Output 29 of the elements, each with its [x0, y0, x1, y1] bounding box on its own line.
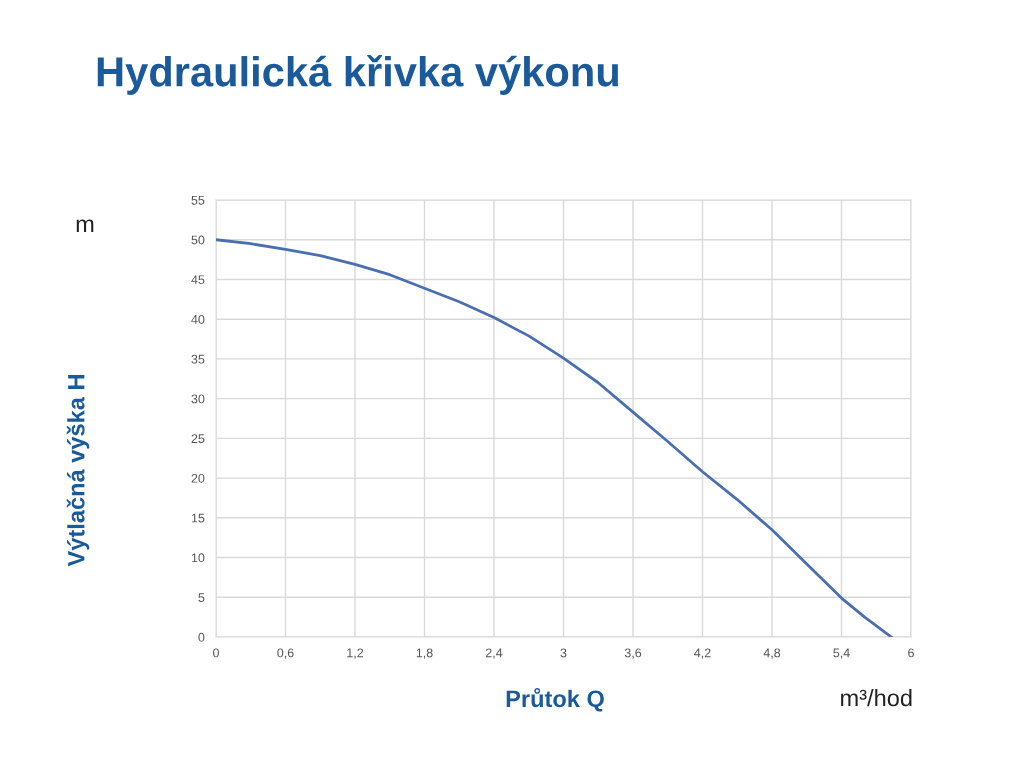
y-tick-label: 45: [191, 275, 205, 285]
y-tick-label: 55: [191, 195, 205, 205]
x-tick-label: 6: [908, 648, 914, 658]
y-tick-label: 50: [191, 235, 205, 245]
x-tick-label: 0,6: [277, 648, 294, 659]
y-axis-title: Výtlačná výška H: [66, 375, 90, 567]
x-tick-label: 3: [560, 648, 567, 658]
y-tick-label: 30: [191, 394, 205, 404]
x-tick-label: 3,6: [624, 648, 642, 659]
x-tick-label: 5,4: [833, 648, 850, 659]
y-tick-label: 25: [191, 434, 205, 444]
x-tick-label: 0: [213, 648, 219, 658]
y-tick-label: 0: [198, 632, 205, 642]
line-series: [216, 238, 893, 637]
y-tick-label: 15: [191, 513, 205, 523]
y-tick-label: 20: [191, 473, 205, 483]
y-tick-label: 40: [191, 314, 205, 324]
x-tick-label: 2,4: [485, 648, 503, 659]
y-tick-label: 10: [191, 553, 205, 563]
text: m: [76, 219, 94, 233]
x-tick-label: 4,2: [694, 648, 711, 659]
x-tick-label: 1,8: [416, 648, 433, 659]
text: m³/hod: [841, 688, 912, 707]
x-tick-label: 1,2: [347, 648, 364, 659]
chart-title: Hydraulická křivka výkonu: [97, 55, 618, 95]
y-tick-label: 5: [198, 593, 205, 602]
x-tick-label: 4,8: [763, 648, 781, 659]
y-tick-label: 35: [191, 354, 205, 364]
x-axis-title: Průtok Q: [506, 687, 604, 712]
